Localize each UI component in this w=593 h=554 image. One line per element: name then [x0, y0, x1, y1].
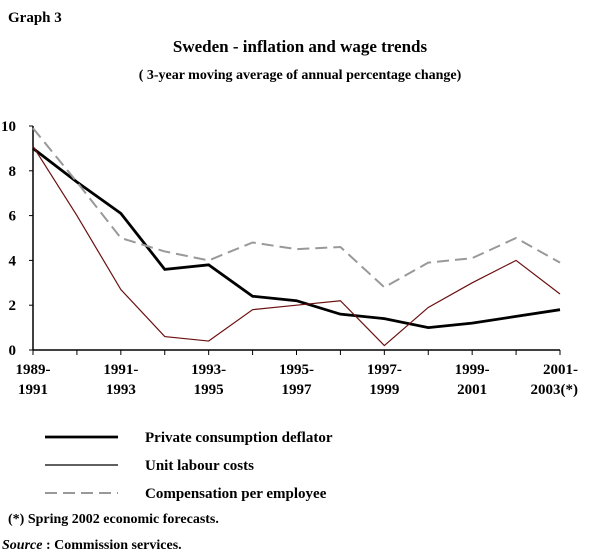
- legend-label: Private consumption deflator: [145, 430, 333, 446]
- x-tick-label: 1999- 2001: [455, 362, 490, 398]
- x-tick-label-line: 1997-: [367, 362, 402, 378]
- y-tick-label: 6: [9, 209, 17, 225]
- legend-label: Compensation per employee: [145, 486, 327, 502]
- legend-label: Unit labour costs: [145, 458, 254, 474]
- x-tick-label-line: 1989-: [16, 362, 51, 378]
- y-tick-label: 10: [1, 119, 16, 135]
- x-tick-label-line: 1991: [18, 382, 48, 398]
- x-tick-label: 1997- 1999: [367, 362, 402, 398]
- x-tick-label: 1993- 1995: [191, 362, 226, 398]
- x-tick-label: 1989- 1991: [16, 362, 51, 398]
- source-text: : Commission services.: [42, 538, 181, 553]
- series-line: [32, 147, 561, 330]
- x-tick-label-line: 2001: [457, 382, 487, 398]
- x-tick-label-line: 2003(*): [531, 382, 579, 398]
- chart-subtitle: ( 3-year moving average of annual percen…: [139, 68, 462, 83]
- x-tick-label-line: 2001-: [543, 362, 578, 378]
- source: Source : Commission services.: [2, 538, 182, 553]
- x-tick-label-line: 1993: [106, 382, 136, 398]
- x-tick-label-line: 1995: [194, 382, 224, 398]
- source-label: Source: [2, 538, 42, 553]
- x-tick-label-line: 1999: [369, 382, 399, 398]
- graph-label: Graph 3: [8, 10, 62, 26]
- y-tick-label: 8: [9, 164, 17, 180]
- x-tick-label-line: 1993-: [191, 362, 226, 378]
- chart-title: Sweden - inflation and wage trends: [173, 37, 428, 56]
- y-tick-label: 2: [9, 298, 17, 314]
- x-tick-label-line: 1991-: [103, 362, 138, 378]
- x-tick-label: 1991- 1993: [103, 362, 138, 398]
- x-tick-label: 2001- 2003(*): [531, 362, 579, 398]
- x-tick-label-line: 1999-: [455, 362, 490, 378]
- series-line: [32, 145, 561, 347]
- y-tick-label: 4: [9, 253, 17, 269]
- x-tick-label-line: 1997: [282, 382, 313, 398]
- x-tick-label-line: 1995-: [279, 362, 314, 378]
- x-tick-label: 1995- 1997: [279, 362, 314, 398]
- footnote: (*) Spring 2002 economic forecasts.: [8, 512, 219, 527]
- y-tick-label: 0: [9, 343, 17, 359]
